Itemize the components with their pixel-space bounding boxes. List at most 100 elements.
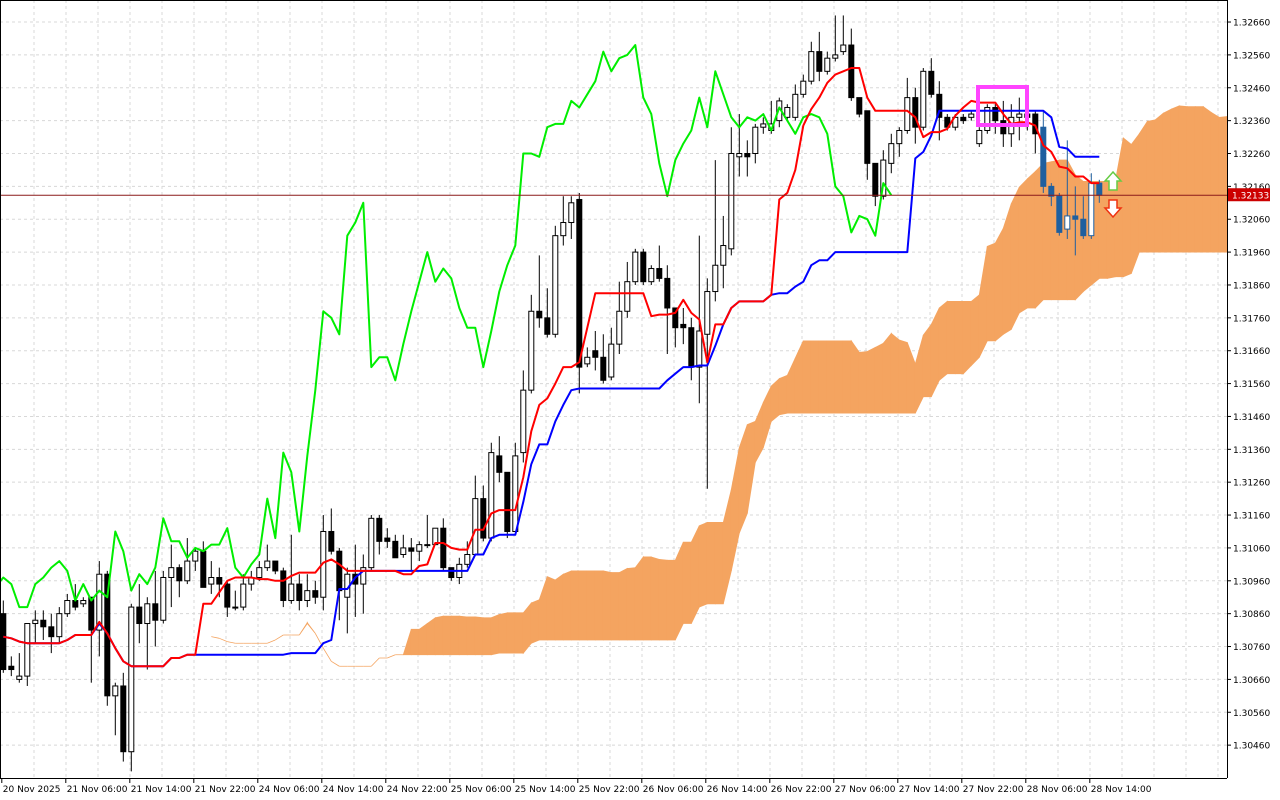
candle-body-bearish [280,570,287,602]
time-tick-label: 25 Nov 14:00 [515,785,576,795]
candle-body-bullish [920,70,927,128]
candle-body-bullish [720,245,727,266]
cloud-segment-bullish [498,612,508,654]
cloud-segment-bullish [658,558,668,641]
candle-body-bearish [312,590,319,598]
candle-body-bullish [424,544,431,547]
candle-body-bearish [48,626,55,638]
candle-body-bearish [384,537,391,542]
time-tick-label: 28 Nov 06:00 [1027,785,1088,795]
price-tick-label: 1.30660 [1233,676,1270,686]
candle-body-bearish [960,116,967,122]
candle-body-bullish [128,606,135,753]
cloud-segment-bullish [666,559,676,641]
candle [232,590,239,611]
candle [440,518,447,571]
candle-body-bullish [304,590,311,602]
price-tick-label: 1.32360 [1233,117,1270,127]
candle [40,610,47,640]
candle [128,603,135,772]
buy-arrow-up-icon[interactable] [1103,170,1123,191]
time-tick-label: 20 Nov 2025 [3,785,61,795]
cloud-segment-bullish [890,332,900,414]
candle-body-bearish [336,550,343,592]
cloud-segment-bullish [618,567,628,641]
price-tick-label: 1.31360 [1233,446,1270,456]
candle [808,41,815,85]
cloud-segment-bullish [650,556,660,641]
cloud-segment-bullish [1066,159,1076,301]
candle [648,265,655,285]
candle-body-bearish [816,51,823,72]
time-tick-label: 24 Nov 22:00 [387,785,448,795]
time-tick-label: 26 Nov 22:00 [771,785,832,795]
cloud-segment-bullish [634,555,644,641]
candle-body-bearish [376,517,383,542]
candle-body-bearish [744,152,751,158]
cloud-segment-bullish [490,613,500,656]
candle [464,541,471,568]
candle-body-bullish [728,152,735,250]
candle-body-bearish [1072,215,1079,220]
price-tick-label: 1.32560 [1233,51,1270,61]
candle [144,597,151,670]
time-tick-label: 21 Nov 06:00 [67,785,128,795]
cloud-segment-bullish [482,617,492,656]
candle [288,534,295,604]
candle-body-bullish [760,123,767,128]
candle [872,162,879,207]
lagging-span-line [0,44,893,609]
candle [488,442,495,542]
candle-body-bearish [448,567,455,579]
candle-body-bullish [256,567,263,579]
price-tick-label: 1.31760 [1233,314,1270,324]
candle [864,110,871,180]
candle-body-bearish [664,277,671,309]
candle [176,564,183,598]
candle [664,265,671,354]
candle-body-bearish [408,547,415,552]
price-tick-label: 1.31060 [1233,544,1270,554]
candle [416,541,423,562]
candle-body-bullish [144,603,151,625]
sell-arrow-down-icon[interactable] [1103,199,1123,219]
candle-body-bullish [896,129,903,145]
candle-body-bullish [240,583,247,608]
candle-body-bearish [392,540,399,559]
cloud-segment-bullish [802,340,812,414]
cloud-segment-bullish [706,522,716,605]
candle [960,114,967,124]
candle-body-bearish [1048,185,1055,197]
candle [328,508,335,555]
candle [520,370,527,463]
cloud-segment-bullish [586,570,596,641]
candle [1040,110,1047,193]
highlight-rectangle[interactable] [976,85,1029,127]
candles [0,15,1103,772]
cloud-segment-bullish [1026,170,1036,309]
price-tick-label: 1.30760 [1233,643,1270,653]
candle [56,607,63,644]
candle-body-bullish [464,553,471,565]
candle [600,334,607,384]
time-tick-label: 25 Nov 06:00 [451,785,512,795]
cloud-segment-bullish [898,339,908,414]
candle-body-bearish [504,471,511,532]
candle-body-bullish [560,222,567,237]
candle [24,623,31,686]
candle [1072,186,1079,256]
candle-body-bearish [656,268,663,279]
cloud-segment-bullish [826,340,836,414]
candle-body-bullish [832,54,839,59]
candle [392,534,399,559]
cloud-segment-bullish [682,541,692,624]
candle [1080,196,1087,239]
tenkan-line [3,67,1100,668]
candle [96,561,103,657]
candle-body-bearish [1096,182,1103,196]
candle-body-bullish [80,600,87,605]
price-tick-label: 1.31960 [1233,249,1270,259]
candle-body-bullish [632,251,639,283]
cloud-segment-bullish [554,573,564,641]
